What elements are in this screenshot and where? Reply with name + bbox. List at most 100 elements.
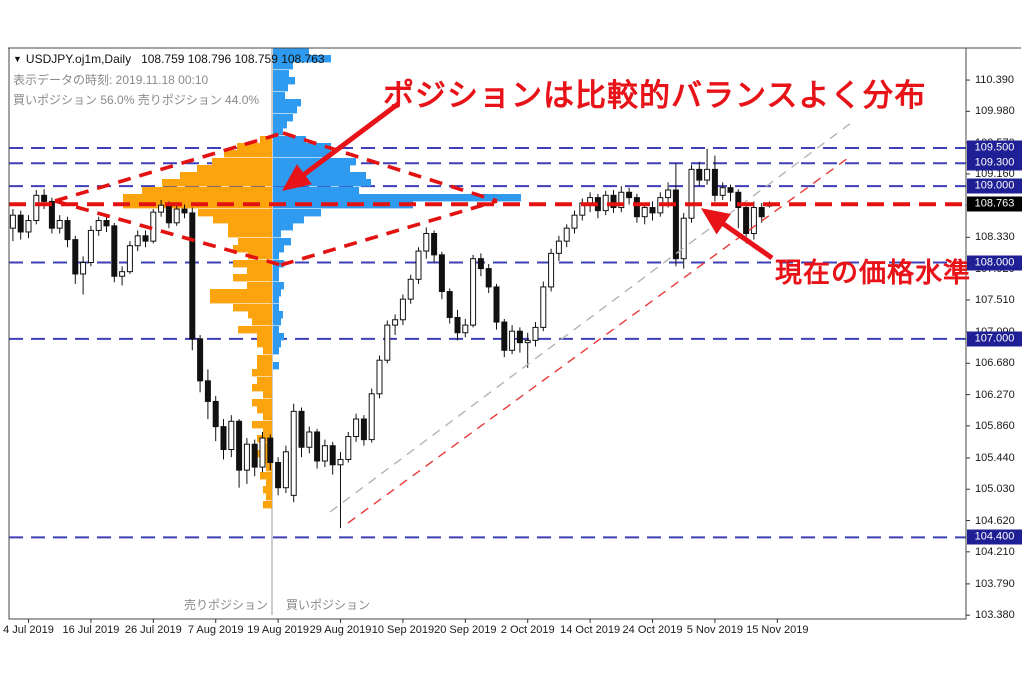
- price-tick-label: 106.270: [975, 388, 1015, 401]
- sell-volume-bar: [248, 311, 272, 319]
- candle-body: [314, 431, 321, 462]
- candle-body: [509, 330, 516, 351]
- sell-volume-bar: [263, 501, 272, 509]
- buy-volume-bar: [273, 326, 279, 334]
- ohlc-values: 108.759 108.796 108.759 108.763: [141, 52, 325, 66]
- buy-volume-bar: [273, 106, 297, 114]
- candle-body: [501, 321, 508, 351]
- candle-body: [470, 258, 477, 326]
- price-tick-label: 110.390: [975, 74, 1014, 87]
- sell-volume-bar: [247, 282, 272, 290]
- symbol-info-block: ▼ USDJPY.oj1m,Daily 108.759 108.796 108.75…: [13, 49, 325, 110]
- candle-body: [158, 204, 165, 213]
- buy-volume-bar: [273, 304, 279, 312]
- buy-volume-bar: [273, 216, 304, 224]
- sell-volume-bar: [248, 252, 272, 260]
- candle-body: [540, 286, 547, 328]
- candle-body: [228, 420, 235, 451]
- sell-volume-bar: [252, 318, 272, 326]
- date-tick-label: 4 Jul 2019: [3, 624, 54, 636]
- candle-body: [306, 431, 313, 448]
- sell-volume-bar: [257, 333, 272, 341]
- buy-volume-bar: [273, 362, 279, 370]
- candle-body: [212, 400, 219, 428]
- candle-body: [407, 278, 414, 300]
- candle-body: [672, 189, 679, 260]
- buy-volume-bar: [273, 99, 301, 107]
- date-tick-label: 24 Oct 2019: [622, 624, 683, 636]
- buy-volume-bar: [273, 121, 287, 129]
- candle-body: [758, 207, 765, 218]
- buy-volume-bar: [273, 311, 283, 319]
- price-tick-label: 107.510: [975, 293, 1015, 306]
- buy-volume-bar: [273, 143, 331, 151]
- candle-body: [399, 298, 406, 321]
- candle-body: [462, 324, 469, 334]
- sell-volume-bar: [228, 223, 272, 231]
- annotation-arrow-2: [700, 208, 774, 261]
- buy-volume-bar: [273, 158, 356, 166]
- trendline-gray[interactable]: [329, 119, 856, 513]
- diamond-pattern-line[interactable]: [54, 199, 282, 267]
- candle-body: [548, 252, 555, 288]
- sell-volume-bar: [263, 347, 272, 355]
- candle-body: [368, 393, 375, 441]
- candle-body: [532, 326, 539, 341]
- buy-volume-bar: [273, 187, 359, 195]
- candle-body: [126, 245, 133, 273]
- sell-volume-bar: [233, 274, 272, 282]
- candle-body: [204, 380, 211, 402]
- sell-volume-bar: [213, 216, 272, 224]
- sell-volume-bar: [252, 384, 272, 392]
- candle-body: [493, 286, 500, 323]
- buy-volume-bar: [273, 267, 279, 275]
- candle-body: [618, 191, 625, 209]
- candle-body: [103, 220, 110, 227]
- buy-volume-bar: [273, 114, 293, 122]
- buy-volume-bar: [273, 230, 281, 238]
- trendline-red[interactable]: [347, 157, 849, 524]
- candle-body: [259, 437, 266, 468]
- buy-volume-bar: [273, 128, 283, 136]
- candle-body: [236, 420, 243, 471]
- date-tick-label: 26 Jul 2019: [124, 624, 182, 636]
- sell-histogram-label: 売りポジション: [183, 598, 268, 612]
- candle-body: [704, 168, 711, 181]
- buy-volume-bar: [273, 48, 309, 56]
- candle-body: [197, 338, 204, 382]
- price-tick-label: 109.980: [975, 105, 1015, 118]
- diamond-pattern-line[interactable]: [282, 131, 498, 203]
- date-tick-label: 29 Aug 2019: [309, 624, 372, 636]
- candle-body: [41, 194, 48, 202]
- candle-body: [688, 168, 695, 219]
- candle-body: [743, 207, 750, 234]
- candle-body: [384, 324, 391, 361]
- diamond-pattern-line[interactable]: [280, 199, 498, 267]
- diamond-pattern-line[interactable]: [54, 131, 284, 203]
- level-badge-109.000: 109.000: [967, 178, 1022, 194]
- sell-volume-bar: [237, 143, 272, 151]
- sell-volume-bar: [162, 179, 272, 187]
- level-badge-104.400: 104.400: [967, 529, 1022, 545]
- buy-volume-bar: [273, 333, 284, 341]
- candle-body: [17, 214, 24, 233]
- data-time-line: 表示データの時刻: 2019.11.18 00:10: [13, 73, 209, 87]
- collapse-indicator-icon[interactable]: ▼: [13, 54, 22, 64]
- candle-body: [423, 232, 430, 252]
- price-tick-label: 103.790: [975, 577, 1015, 590]
- sell-volume-bar: [197, 165, 272, 173]
- candle-body: [80, 262, 87, 275]
- candle-body: [337, 458, 344, 466]
- buy-volume-bar: [273, 194, 521, 202]
- price-tick-label: 105.440: [975, 451, 1015, 464]
- level-badge-109.300: 109.300: [967, 155, 1022, 171]
- plot-border: [8, 47, 967, 620]
- buy-volume-bar: [273, 340, 281, 348]
- buy-volume-bar: [273, 70, 289, 78]
- candle-body: [173, 208, 180, 224]
- buy-volume-bar: [273, 136, 306, 144]
- candle-body: [56, 220, 63, 229]
- date-tick-label: 5 Nov 2019: [686, 624, 744, 636]
- sell-volume-bar: [238, 238, 272, 246]
